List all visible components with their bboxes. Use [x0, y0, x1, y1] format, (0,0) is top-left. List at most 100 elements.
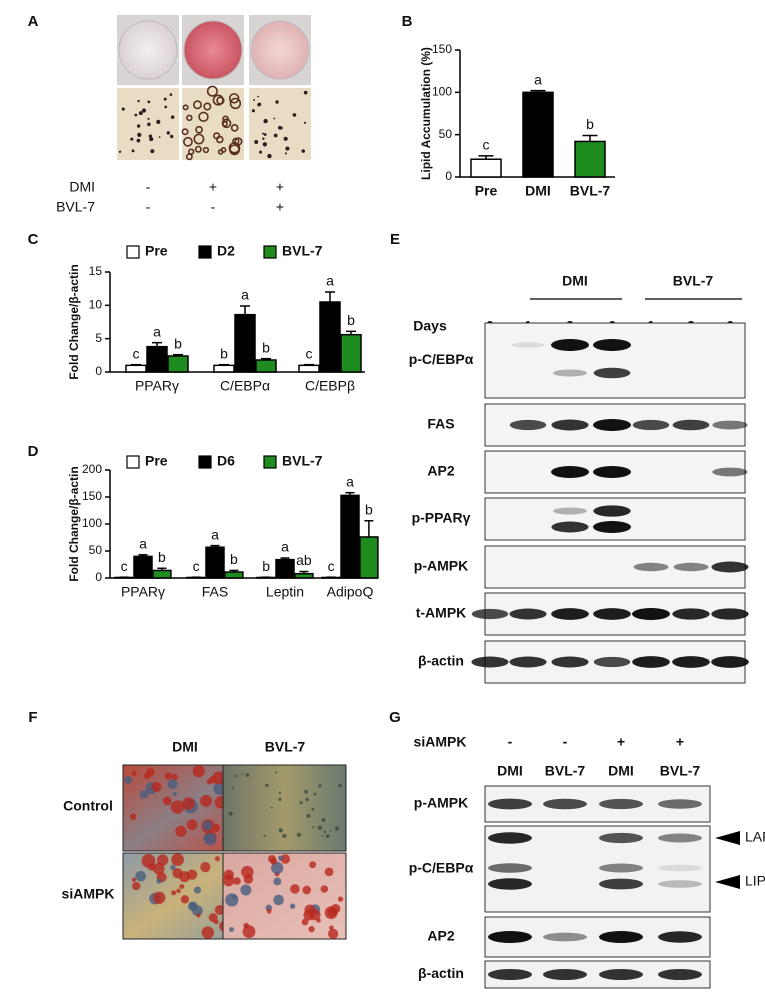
- droplet: [228, 142, 241, 154]
- row-label: DMI: [69, 179, 95, 195]
- cell: [271, 861, 284, 875]
- dot: [253, 99, 255, 101]
- dot: [121, 107, 125, 111]
- cell: [305, 797, 309, 802]
- droplet: [230, 124, 239, 132]
- cell: [186, 819, 198, 831]
- band: [509, 608, 547, 620]
- cell: [245, 773, 250, 777]
- significance-letter: c: [306, 345, 313, 361]
- group-label: DMI: [562, 273, 588, 289]
- band: [553, 369, 587, 377]
- cell: [328, 928, 339, 939]
- band: [471, 608, 509, 620]
- band: [488, 863, 532, 873]
- cell: [202, 820, 213, 831]
- blot-row-label: p-PPARγ: [412, 510, 471, 526]
- band: [593, 608, 631, 620]
- cell: [263, 834, 266, 837]
- bar: [255, 359, 277, 373]
- band: [488, 878, 532, 890]
- cell: [200, 862, 211, 873]
- y-tick-label: 5: [95, 331, 102, 345]
- band: [543, 798, 587, 810]
- significance-letter: b: [586, 116, 594, 132]
- band: [711, 608, 749, 620]
- y-tick-label: 0: [445, 169, 452, 183]
- dot: [147, 122, 151, 127]
- cell: [124, 776, 133, 785]
- condition-mark: -: [146, 199, 151, 215]
- cell: [290, 884, 300, 894]
- dot: [303, 121, 307, 124]
- bar: [522, 91, 554, 178]
- band: [658, 833, 702, 843]
- cell: [176, 888, 181, 894]
- droplet: [228, 93, 240, 104]
- significance-letter: ab: [296, 552, 312, 568]
- cell: [329, 829, 332, 832]
- dot: [273, 133, 278, 138]
- dot: [134, 113, 138, 117]
- y-tick-label: 100: [82, 516, 102, 530]
- condition-mark: +: [676, 734, 684, 750]
- cell: [214, 905, 225, 915]
- cell: [242, 925, 256, 939]
- band: [632, 419, 670, 431]
- bar: [298, 364, 320, 373]
- condition-mark: -: [211, 199, 216, 215]
- legend-swatch: [198, 245, 212, 259]
- panel-label: C: [28, 231, 39, 248]
- band: [658, 799, 702, 809]
- cell: [186, 869, 198, 880]
- cell: [130, 813, 137, 820]
- panel-label: B: [402, 13, 413, 30]
- cell: [329, 925, 334, 930]
- legend-label: Pre: [145, 243, 168, 259]
- cell: [132, 881, 141, 891]
- blot-strip: [484, 497, 746, 541]
- droplet: [194, 145, 202, 153]
- dot: [263, 118, 268, 124]
- cell: [318, 784, 322, 788]
- dot: [303, 90, 308, 95]
- micrograph: [222, 764, 347, 852]
- cell: [321, 818, 326, 823]
- cell: [182, 797, 195, 811]
- y-tick-label: 200: [82, 462, 102, 476]
- bar: [275, 558, 295, 579]
- dot: [273, 117, 276, 120]
- band: [658, 931, 702, 943]
- legend-swatch: [198, 455, 212, 469]
- dot: [251, 109, 256, 113]
- cell: [334, 826, 340, 831]
- condition-mark: +: [276, 179, 284, 195]
- cell: [201, 926, 215, 939]
- droplet: [202, 146, 210, 154]
- cell: [179, 884, 185, 890]
- cell: [304, 904, 316, 916]
- cell: [180, 895, 190, 904]
- cell: [233, 877, 241, 885]
- blot-row-label: β-actin: [418, 653, 464, 669]
- dish: [118, 20, 178, 80]
- band: [471, 656, 509, 668]
- y-tick-label: 0: [95, 570, 102, 584]
- bar: [359, 536, 379, 579]
- band: [551, 466, 589, 478]
- dot: [169, 93, 173, 96]
- cell: [213, 919, 219, 925]
- bar: [319, 301, 341, 373]
- legend-label: D2: [217, 243, 235, 259]
- x-tick-label: BVL-7: [570, 183, 611, 199]
- dot: [259, 150, 263, 154]
- condition-mark: -: [563, 734, 568, 750]
- cell: [203, 832, 217, 846]
- band: [593, 505, 631, 517]
- band: [711, 656, 749, 668]
- droplet: [198, 111, 209, 123]
- y-tick-label: 50: [89, 543, 103, 557]
- cell: [270, 806, 273, 809]
- cell: [156, 878, 162, 884]
- significance-letter: c: [193, 558, 200, 574]
